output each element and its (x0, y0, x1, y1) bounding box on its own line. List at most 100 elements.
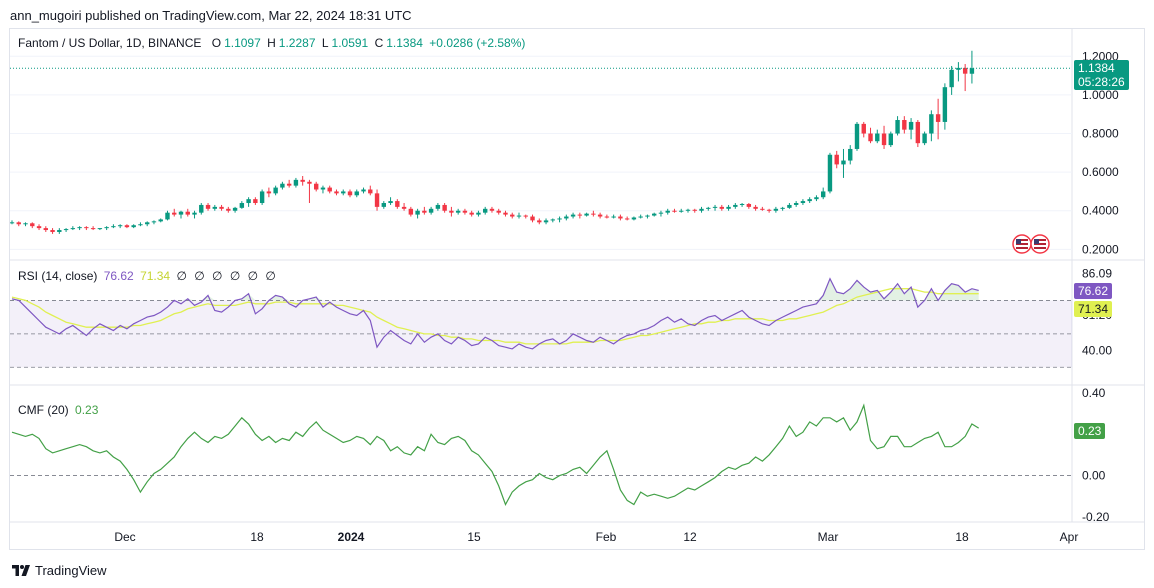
candle-body (428, 208, 434, 213)
candle-body (341, 191, 346, 194)
candle-body (232, 207, 238, 211)
candle-body (935, 114, 941, 122)
tradingview-footer[interactable]: TradingView (12, 563, 107, 578)
candle-body (199, 204, 204, 213)
cmf-value: 0.23 (75, 403, 99, 417)
candle-body (537, 220, 542, 223)
cmf-tick-label: -0.20 (1082, 510, 1110, 524)
candle-body (760, 208, 765, 210)
candle-body (631, 217, 637, 220)
candle-body (205, 204, 211, 209)
candle-body (57, 230, 62, 232)
us-event-flag-icon (1012, 234, 1032, 254)
candle-body (719, 206, 724, 209)
tradingview-brand: TradingView (35, 563, 107, 578)
candle-body (543, 220, 549, 223)
candle-body (624, 218, 630, 220)
candle-body (70, 228, 76, 230)
rsi-overbought-fill (12, 278, 979, 301)
candle-body (516, 215, 522, 217)
candle-body (320, 187, 326, 190)
candle-body (219, 206, 224, 209)
rsi-legend[interactable]: RSI (14, close) 76.62 71.34 ∅ ∅ ∅ ∅ ∅ ∅ (18, 269, 281, 283)
candle-body (435, 204, 441, 209)
time-tick-label: 15 (467, 530, 481, 544)
us-event-flag-icon (1030, 234, 1050, 254)
ohlc-high: 1.2287 (278, 36, 316, 50)
price-tick-label: 0.2000 (1082, 242, 1119, 256)
candle-body (388, 201, 393, 204)
rsi-tick-label: 86.09 (1082, 267, 1112, 281)
candle-body (834, 154, 839, 165)
candle-body (530, 216, 535, 221)
candle-body (793, 203, 799, 205)
candle-body (293, 179, 299, 186)
candle-body (564, 216, 569, 219)
candle-body (408, 208, 414, 215)
candle-body (368, 189, 373, 194)
candle-body (949, 69, 954, 88)
chart-canvas[interactable]: 1.2000 1.0000 0.8000 0.6000 0.4000 0.2000 86.0… (10, 29, 1144, 549)
candle-body (50, 230, 55, 232)
candle-body (483, 208, 488, 213)
candle-body (77, 227, 82, 229)
symbol-title[interactable]: Fantom / US Dollar, 1D, BINANCE (18, 36, 202, 50)
candle-body (246, 199, 251, 204)
candle-body (753, 206, 758, 209)
candle-body (523, 215, 528, 217)
price-tick-label: 1.2000 (1082, 49, 1119, 63)
candle-body (395, 201, 400, 207)
candle-body (841, 160, 846, 165)
candle-body (104, 227, 109, 229)
candle-body (253, 199, 258, 204)
candle-body (354, 191, 359, 196)
candle-body (665, 210, 670, 213)
candle-body (455, 210, 461, 213)
candle-body (672, 210, 677, 212)
candle-body (327, 187, 332, 192)
rsi-ma-value: 71.34 (140, 269, 171, 283)
rsi-value-tag: 76.62 (1074, 283, 1113, 299)
candle-body (158, 219, 163, 222)
cmf-legend[interactable]: CMF (20) 0.23 (18, 403, 101, 417)
candle-body (658, 212, 664, 214)
candle-body (347, 191, 353, 196)
candle-body (895, 120, 900, 134)
candle-body (314, 183, 319, 190)
candle-body (875, 133, 880, 142)
candle-body (956, 67, 961, 70)
candle-body (814, 197, 819, 200)
rsi-ma-value-tag: 71.34 (1074, 301, 1113, 317)
candle-body (726, 206, 731, 209)
candle-body (374, 193, 380, 207)
ohlc-open: 1.1097 (224, 36, 261, 50)
candle-body (401, 206, 407, 209)
candle-body (604, 216, 610, 218)
candle-body (638, 216, 643, 218)
candle-body (239, 203, 245, 208)
ohlc-low-label: L (321, 36, 329, 50)
candle-body (84, 227, 89, 229)
candle-body (962, 67, 968, 74)
candle-body (226, 208, 231, 211)
candle-body (63, 229, 69, 231)
candle-body (476, 212, 481, 215)
candle-body (510, 214, 515, 217)
candle-body (43, 228, 48, 231)
candle-body (746, 203, 752, 207)
candle-body (131, 225, 136, 228)
ohlc-change: +0.0286 (+2.58%) (429, 36, 526, 50)
rsi-line (11, 277, 979, 350)
candle-body (922, 133, 927, 144)
candle-body (611, 216, 616, 218)
time-tick-label: Feb (596, 530, 617, 544)
tradingview-logo-icon (12, 565, 30, 576)
ohlc-close-label: C (374, 36, 384, 50)
candle-body (449, 210, 454, 213)
chart-frame[interactable]: 1.2000 1.0000 0.8000 0.6000 0.4000 0.2000 86.0… (9, 28, 1145, 550)
candle-body (30, 223, 35, 227)
candle-body (307, 181, 312, 184)
time-tick-label: 18 (250, 530, 264, 544)
candle-body (868, 133, 873, 142)
candle-body (469, 212, 474, 215)
